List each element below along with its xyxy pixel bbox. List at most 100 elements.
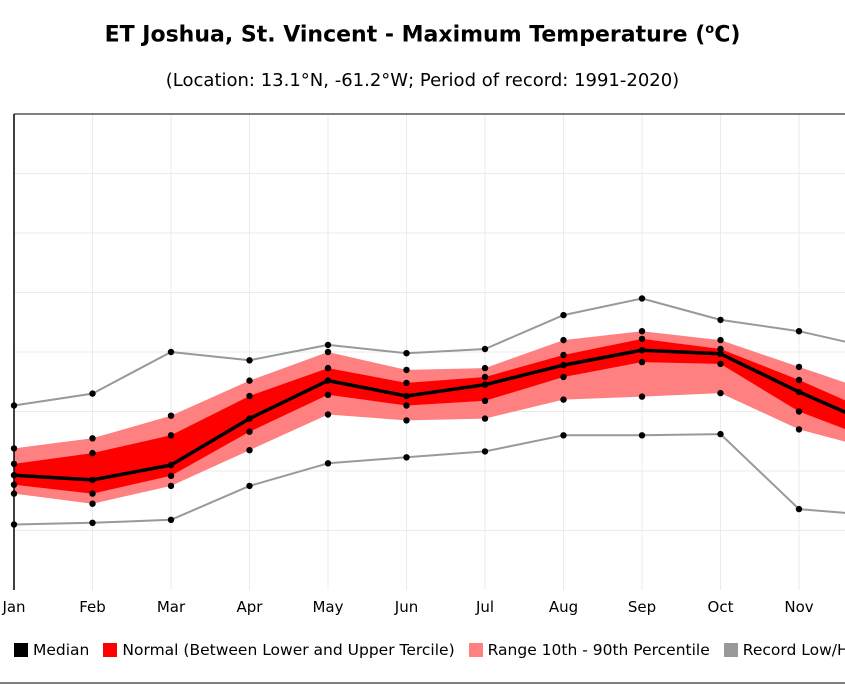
- point-upper-tercile: [795, 376, 803, 384]
- legend-item-normal: Normal (Between Lower and Upper Tercile): [103, 641, 455, 659]
- point-record-high: [324, 341, 332, 349]
- legend-label-record: Record Low/High: [742, 641, 845, 659]
- point-lower-tercile: [403, 402, 410, 409]
- legend-swatch-record: [723, 643, 738, 657]
- point-record-high: [481, 345, 489, 353]
- point-p90: [795, 363, 803, 371]
- point-median: [246, 415, 253, 422]
- x-tick-label: Apr: [237, 598, 264, 616]
- point-record-high: [403, 350, 410, 357]
- point-p10: [795, 426, 803, 433]
- point-p10: [560, 396, 567, 403]
- legend: Median Normal (Between Lower and Upper T…: [14, 641, 845, 659]
- chart-title: ET Joshua, St. Vincent - Maximum Tempera…: [0, 22, 845, 47]
- x-tick-label: Feb: [79, 598, 106, 616]
- point-p90: [403, 366, 410, 374]
- point-lower-tercile: [638, 358, 646, 366]
- series-line-record-low: [13, 433, 845, 526]
- point-record-low: [324, 460, 332, 467]
- legend-label-normal: Normal (Between Lower and Upper Tercile): [122, 641, 455, 659]
- chart-title-unit: C): [714, 22, 741, 48]
- point-record-low: [638, 432, 646, 439]
- tick-labels: JanFebMarAprMayJunJulAugSepOctNovDec: [1, 598, 813, 616]
- chart-title-degree: o: [705, 22, 715, 37]
- x-tick-label: Jan: [1, 598, 25, 616]
- axes: [0, 113, 845, 684]
- x-tick-label: Nov: [784, 598, 813, 616]
- point-record-low: [481, 448, 489, 455]
- legend-item-median: Median: [14, 641, 89, 659]
- point-record-low: [246, 482, 253, 490]
- band-range-10-90: [14, 331, 845, 504]
- point-median: [89, 476, 96, 484]
- point-record-high: [795, 328, 803, 335]
- x-tick-label: Jul: [475, 598, 494, 616]
- point-upper-tercile: [324, 364, 332, 372]
- point-record-low: [403, 454, 410, 461]
- point-lower-tercile: [89, 490, 96, 497]
- point-median: [717, 350, 724, 357]
- point-p10: [638, 393, 646, 400]
- point-record-high: [246, 357, 253, 364]
- point-record-high: [89, 390, 96, 397]
- point-lower-tercile: [795, 408, 803, 415]
- point-lower-tercile: [167, 472, 175, 479]
- point-p10: [481, 415, 489, 422]
- point-record-high: [560, 311, 567, 319]
- point-p90: [324, 348, 332, 356]
- point-record-low: [717, 430, 724, 438]
- chart-title-text: ET Joshua, St. Vincent - Maximum Tempera…: [104, 22, 706, 48]
- points: [10, 295, 803, 528]
- point-lower-tercile: [560, 373, 567, 381]
- point-upper-tercile: [89, 449, 96, 457]
- point-record-low: [560, 432, 567, 439]
- point-p10: [89, 500, 96, 507]
- lines: [13, 297, 845, 526]
- legend-swatch-range: [468, 643, 483, 657]
- x-tick-label: Jun: [394, 598, 418, 616]
- point-median: [795, 388, 803, 396]
- x-tick-label: May: [312, 598, 343, 616]
- point-lower-tercile: [324, 391, 332, 398]
- chart-subtitle: (Location: 13.1°N, -61.2°W; Period of re…: [165, 70, 680, 91]
- legend-label-median: Median: [33, 641, 90, 659]
- point-p10: [246, 447, 253, 454]
- point-record-high: [717, 316, 724, 324]
- legend-swatch-median: [14, 643, 28, 657]
- point-p90: [481, 364, 489, 372]
- point-upper-tercile: [638, 335, 646, 343]
- point-record-low: [89, 519, 96, 526]
- point-median: [481, 381, 489, 388]
- x-tick-label: Aug: [549, 598, 578, 616]
- point-lower-tercile: [246, 428, 253, 435]
- legend-item-range: Range 10th - 90th Percentile: [468, 641, 710, 659]
- point-lower-tercile: [717, 360, 724, 368]
- point-upper-tercile: [403, 379, 410, 387]
- point-record-low: [167, 516, 175, 523]
- series-line-record-high: [13, 297, 845, 407]
- point-upper-tercile: [167, 432, 175, 439]
- point-p10: [717, 389, 724, 397]
- gridlines: [14, 114, 845, 590]
- point-record-high: [167, 348, 175, 356]
- point-median: [324, 377, 332, 384]
- x-tick-label: Sep: [628, 598, 656, 616]
- point-median: [403, 392, 410, 400]
- point-p90: [717, 336, 724, 344]
- point-upper-tercile: [560, 351, 567, 359]
- point-upper-tercile: [246, 392, 253, 400]
- legend-item-record: Record Low/High: [723, 641, 845, 659]
- point-p10: [324, 411, 332, 418]
- point-upper-tercile: [717, 345, 724, 353]
- point-median: [560, 361, 567, 369]
- point-median: [167, 461, 175, 469]
- legend-label-range: Range 10th - 90th Percentile: [487, 641, 710, 659]
- x-tick-label: Oct: [708, 598, 734, 616]
- legend-swatch-normal: [103, 643, 118, 657]
- point-lower-tercile: [481, 397, 489, 404]
- point-p10: [403, 417, 410, 424]
- point-p90: [638, 328, 646, 335]
- point-upper-tercile: [481, 373, 489, 381]
- point-record-high: [638, 295, 646, 302]
